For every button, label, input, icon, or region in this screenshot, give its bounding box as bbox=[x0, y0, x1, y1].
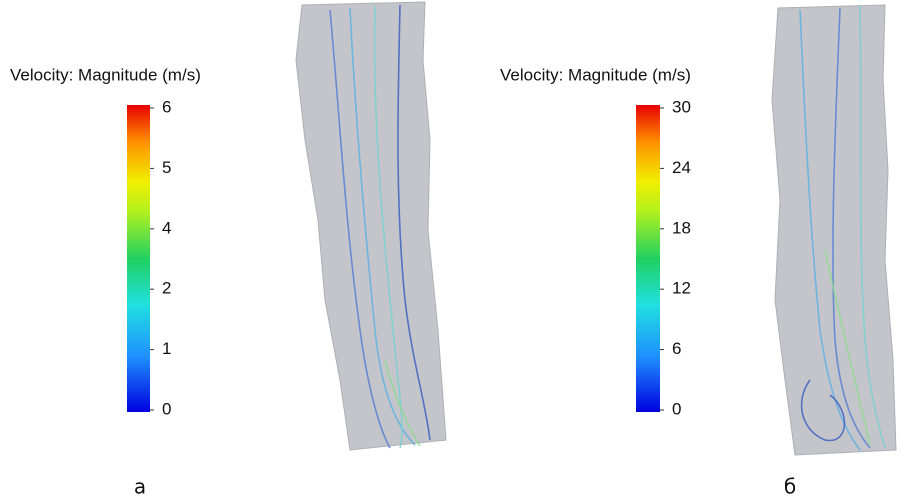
tick-label: 4 bbox=[162, 218, 171, 237]
panel-label: б bbox=[784, 475, 796, 499]
colorbar-title: Velocity: Magnitude (m/s) bbox=[10, 65, 201, 84]
tick-label: 6 bbox=[672, 339, 681, 358]
colorbar bbox=[127, 105, 150, 412]
tick-label: 2 bbox=[162, 279, 171, 298]
tick-label: 12 bbox=[672, 279, 691, 298]
panel-label: а bbox=[134, 475, 146, 499]
colorbar-title: Velocity: Magnitude (m/s) bbox=[500, 65, 691, 84]
tick-label: 30 bbox=[672, 97, 691, 116]
panel-a: Velocity: Magnitude (m/s) а 0 1 2 4 5 6 bbox=[10, 2, 446, 499]
tick-label: 5 bbox=[162, 158, 171, 177]
tick-label: 0 bbox=[672, 399, 681, 418]
panel-b: Velocity: Magnitude (m/s) б 0 6 12 18 24 30 bbox=[500, 5, 896, 499]
colorbar bbox=[636, 105, 660, 412]
flow-image bbox=[772, 5, 896, 455]
figure: Velocity: Magnitude (m/s) а 012456 Veloc… bbox=[0, 0, 901, 500]
tick-label: 18 bbox=[672, 218, 691, 237]
tick-label: 0 bbox=[162, 399, 171, 418]
tick-label: 6 bbox=[162, 97, 171, 116]
tick-label: 1 bbox=[162, 339, 171, 358]
flow-image bbox=[296, 2, 446, 450]
tick-label: 24 bbox=[672, 158, 691, 177]
